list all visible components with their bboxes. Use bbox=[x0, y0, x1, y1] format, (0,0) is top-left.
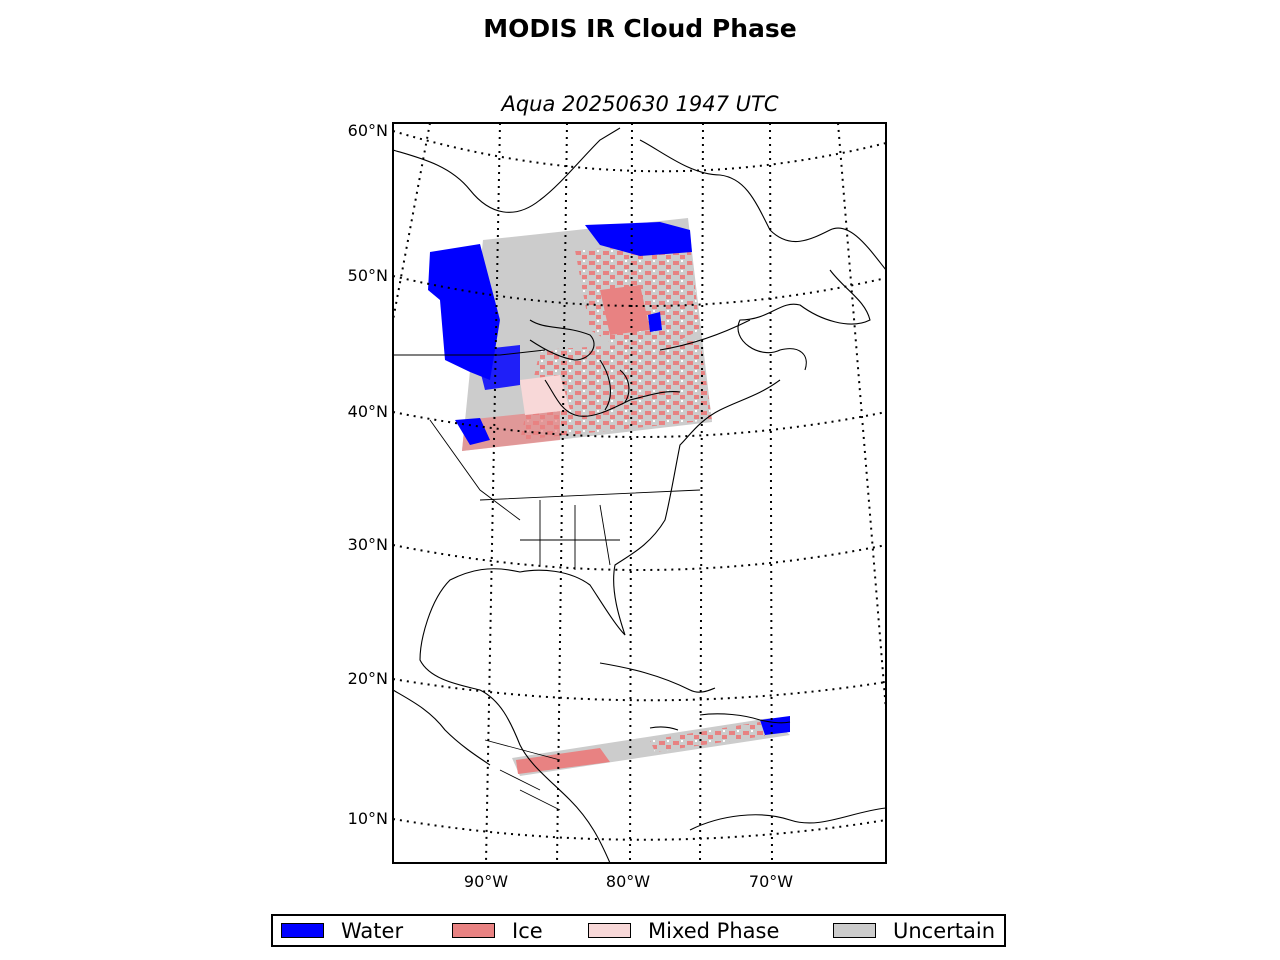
legend-swatch-water bbox=[281, 923, 324, 938]
meridian-90w bbox=[485, 123, 501, 863]
st-lawrence bbox=[659, 319, 751, 351]
great-lakes bbox=[544, 379, 681, 417]
meridian-65w bbox=[837, 123, 886, 711]
mexico-pacific-coast bbox=[393, 689, 491, 766]
swath-mixed-region-1 bbox=[520, 375, 570, 415]
legend-swatch-uncertain bbox=[833, 923, 876, 938]
legend-label-ice: Ice bbox=[512, 918, 543, 943]
jamaica bbox=[649, 726, 679, 731]
graticule bbox=[393, 123, 886, 863]
legend-item-ice: Ice bbox=[452, 916, 543, 945]
legend-item-uncertain: Uncertain bbox=[833, 916, 995, 945]
water-cloud-west-2 bbox=[475, 345, 520, 390]
swath-ice-region-4 bbox=[600, 285, 650, 335]
meridian-70w bbox=[769, 123, 773, 863]
water-cloud-small bbox=[648, 312, 662, 332]
legend-label-uncertain: Uncertain bbox=[893, 918, 996, 943]
lake-michigan-huron bbox=[599, 359, 630, 411]
swath-ice-south-1 bbox=[516, 748, 610, 774]
southern-swath bbox=[512, 716, 790, 776]
map-content bbox=[393, 123, 886, 863]
central-america-borders bbox=[484, 739, 561, 811]
subtitle-text: Aqua 20250630 1947 UTC bbox=[501, 92, 779, 116]
legend-swatch-ice bbox=[452, 923, 495, 938]
lat-label-60: 60°N bbox=[347, 121, 388, 140]
water-cloud-west bbox=[428, 244, 500, 380]
hispaniola bbox=[699, 713, 791, 724]
parallel-40 bbox=[393, 411, 886, 438]
central-america-coast bbox=[479, 689, 611, 863]
south-america-coast bbox=[689, 807, 886, 831]
lat-label-50: 50°N bbox=[347, 266, 388, 285]
map-title: MODIS IR Cloud Phase bbox=[483, 14, 797, 43]
water-cloud-south bbox=[760, 716, 790, 735]
northern-swath bbox=[428, 218, 712, 451]
map-frame bbox=[392, 122, 887, 864]
lat-label-40: 40°N bbox=[347, 402, 388, 421]
coastlines bbox=[393, 127, 886, 863]
lat-label-30: 30°N bbox=[347, 535, 388, 554]
east-gulf-coast bbox=[419, 379, 781, 691]
swath-ice-region-2 bbox=[520, 340, 712, 440]
parallel-50 bbox=[393, 275, 886, 307]
lat-label-20: 20°N bbox=[347, 669, 388, 688]
legend-item-water: Water bbox=[281, 916, 403, 945]
parallel-60 bbox=[393, 130, 886, 173]
lon-label-80w: 80°W bbox=[605, 872, 651, 891]
lon-label-70w: 70°W bbox=[748, 872, 794, 891]
meridian-85w bbox=[556, 123, 568, 863]
map-subtitle: Aqua 20250630 1947 UTC bbox=[0, 92, 1280, 116]
meridian-75w bbox=[699, 123, 704, 863]
lon-label-90w: 90°W bbox=[463, 872, 509, 891]
meridian-80w bbox=[629, 123, 633, 863]
cuba bbox=[599, 662, 716, 693]
legend-label-water: Water bbox=[341, 918, 404, 943]
legend-item-mixed-phase: Mixed Phase bbox=[588, 916, 779, 945]
water-cloud-ne bbox=[585, 222, 692, 256]
legend-swatch-mixed-phase bbox=[588, 923, 631, 938]
hudson-coast bbox=[393, 127, 621, 213]
gulf-st-lawrence bbox=[737, 269, 871, 371]
lat-label-10: 10°N bbox=[347, 809, 388, 828]
parallel-30 bbox=[393, 544, 886, 571]
legend-label-mixed-phase: Mixed Phase bbox=[648, 918, 780, 943]
swath-ice-south-2 bbox=[650, 722, 765, 752]
legend: Water Ice Mixed Phase Uncertain bbox=[271, 914, 1006, 947]
state-borders bbox=[393, 349, 701, 570]
lake-superior bbox=[529, 319, 595, 361]
